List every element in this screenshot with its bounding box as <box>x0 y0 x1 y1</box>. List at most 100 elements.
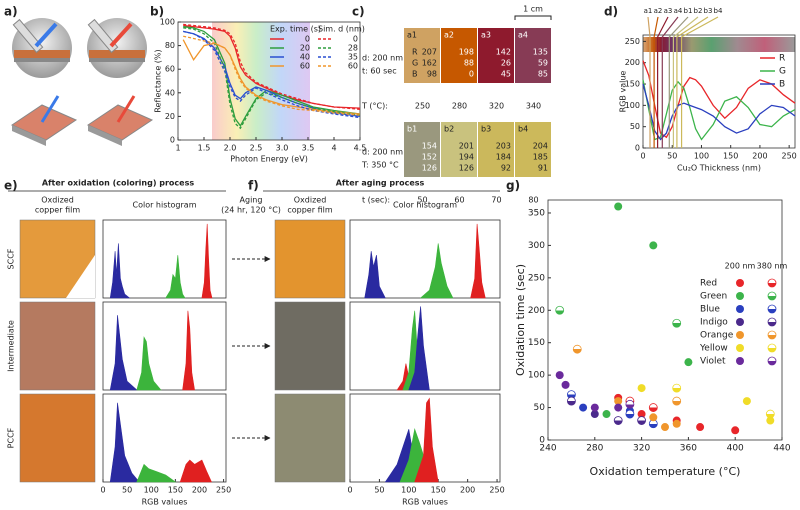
rgb-value: 98 <box>427 70 437 79</box>
rgb-value: 45 <box>501 70 511 79</box>
rgb-value: 26 <box>501 59 511 68</box>
legend-label: Orange <box>700 331 734 341</box>
x-tick-label: 0 <box>100 486 105 495</box>
param-value: 60 <box>454 196 464 205</box>
y-tick-label: 200 <box>528 306 545 316</box>
param-value: 280 <box>452 102 467 111</box>
histogram-area <box>109 402 140 483</box>
scatter-point <box>572 344 582 354</box>
column-header: Oxdized <box>41 196 74 205</box>
x-tick-label: 50 <box>667 152 677 161</box>
histogram-area <box>182 310 195 391</box>
x-tick-label: 3.0 <box>276 144 289 153</box>
rgb-value: 185 <box>533 153 548 162</box>
param-label: T (°C): <box>361 102 388 111</box>
y-axis-label: Oxidation time (sec) <box>514 264 527 376</box>
x-tick-label: 4.5 <box>354 144 367 153</box>
x-tick-label: 200 <box>460 486 475 495</box>
legend-marker <box>767 356 777 366</box>
scatter-point <box>561 380 570 389</box>
swatch-label: a2 <box>444 31 454 40</box>
plot-frame <box>102 219 227 299</box>
scatter-point <box>731 426 740 435</box>
channel-label: G <box>412 59 418 68</box>
x-tick-label: 440 <box>773 444 790 454</box>
param-value: 70 <box>491 196 501 205</box>
rgb-value: 126 <box>422 164 437 173</box>
series-line <box>183 26 361 127</box>
x-tick-label: 250 <box>782 152 797 161</box>
legend-marker <box>767 317 777 327</box>
channel-label: B <box>412 70 418 79</box>
film-photo <box>19 393 96 483</box>
x-tick-label: 240 <box>539 444 556 454</box>
panel-label: d) <box>604 5 618 19</box>
rgb-value: 91 <box>538 164 548 173</box>
swatch-label: b4 <box>518 125 528 134</box>
marker-label: a4 <box>674 7 683 15</box>
legend-label: R <box>779 54 785 64</box>
y-tick-label: 150 <box>528 338 545 348</box>
x-tick-label: 150 <box>431 486 446 495</box>
legend-marker <box>736 318 744 326</box>
legend-label: 20 <box>300 44 310 53</box>
scatter-point <box>637 384 646 393</box>
swatch-label: a3 <box>481 31 491 40</box>
scatter-point <box>614 202 623 211</box>
color-swatch <box>404 122 440 177</box>
legend-marker <box>767 304 777 314</box>
x-axis-label: RGB values <box>142 498 188 507</box>
rgb-value: 207 <box>422 48 437 57</box>
y-tick-label: 0 <box>539 436 545 446</box>
x-axis-label: Photon Energy (eV) <box>230 155 308 164</box>
rgb-value: 135 <box>533 48 548 57</box>
row-label: t: 60 sec <box>362 67 397 76</box>
scatter-point <box>579 403 588 412</box>
row-label: d: 200 nm <box>362 148 403 157</box>
section-title: After aging process <box>336 179 425 188</box>
rgb-value: 152 <box>422 153 437 162</box>
x-tick-label: 360 <box>680 444 697 454</box>
color-swatch <box>441 122 477 177</box>
rgb-value: 59 <box>538 59 548 68</box>
color-swatch <box>478 122 514 177</box>
legend-label: Violet <box>700 357 726 367</box>
x-tick-label: 320 <box>633 444 650 454</box>
legend-header: 380 nm <box>757 262 788 271</box>
y-tick-label: 150 <box>625 80 640 89</box>
scatter-point <box>684 358 693 367</box>
thickness-marker <box>668 16 689 148</box>
scale-label: 1 cm <box>523 5 543 14</box>
param-value: 80 <box>528 196 538 205</box>
x-tick-label: 280 <box>586 444 603 454</box>
row-label: PCCF <box>7 427 16 448</box>
channel-label: R <box>412 48 418 57</box>
legend-header: 200 nm <box>725 262 756 271</box>
column-header: Oxdized <box>294 196 327 205</box>
scatter-point <box>637 416 646 425</box>
y-tick-label: 350 <box>528 208 545 218</box>
row-label: SCCF <box>7 248 16 269</box>
film-photo <box>274 301 346 391</box>
scatter-point <box>555 371 564 380</box>
param-value: 50 <box>417 196 427 205</box>
column-header: Color histogram <box>393 201 457 210</box>
panel-label: b) <box>150 5 164 19</box>
scatter-point <box>614 397 623 406</box>
histogram-area <box>201 223 213 299</box>
marker-label: a1 <box>644 7 653 15</box>
x-tick-label: 200 <box>752 152 767 161</box>
illustration <box>10 18 154 146</box>
y-axis-label: RGB value <box>619 71 628 113</box>
y-tick-label: 100 <box>625 101 640 110</box>
rgb-value: 154 <box>422 142 437 151</box>
scatter-point <box>696 423 705 432</box>
x-tick-label: 100 <box>401 486 416 495</box>
thickness-marker <box>672 16 699 148</box>
legend-marker <box>767 330 777 340</box>
rgb-value: 194 <box>459 153 474 162</box>
x-axis-label: Oxidation temperature (°C) <box>590 465 741 478</box>
histogram-area <box>109 315 138 391</box>
rgb-value: 126 <box>459 164 474 173</box>
